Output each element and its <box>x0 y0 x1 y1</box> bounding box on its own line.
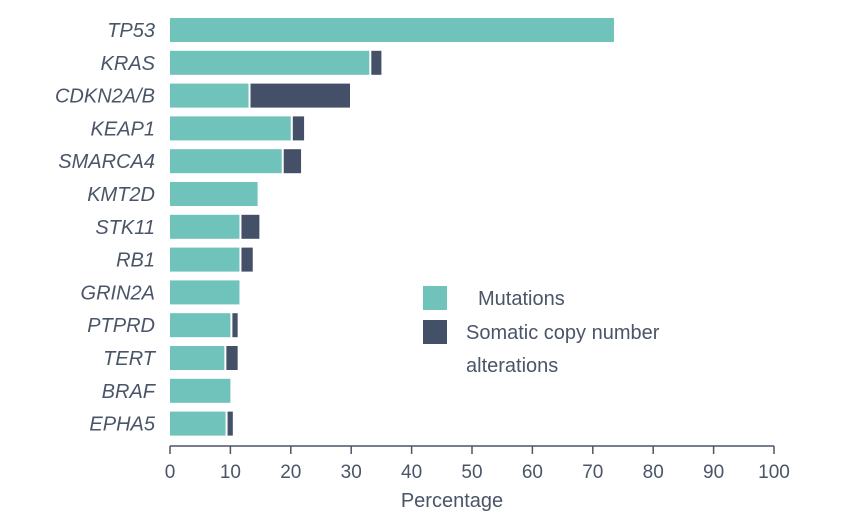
bar-cna-stk11 <box>241 214 260 239</box>
gene-label-keap1: KEAP1 <box>91 118 155 140</box>
bar-mutations-kmt2d <box>170 182 258 206</box>
legend-swatch-cna <box>423 320 447 344</box>
legend-swatch-mutations <box>423 286 447 310</box>
x-tick-label-90: 90 <box>703 462 724 483</box>
bar-mutations-kras <box>170 50 370 75</box>
bar-mutations-stk11 <box>170 214 240 239</box>
bar-cna-tert <box>226 346 238 370</box>
x-tick-label-20: 20 <box>280 462 301 483</box>
legend-label-mutations: Mutations <box>478 288 565 310</box>
x-axis: 0 10 20 30 40 50 60 70 80 90 100 <box>165 445 790 483</box>
gene-label-kmt2d: KMT2D <box>87 184 155 206</box>
legend-label-cna: Somatic copy number <box>466 322 660 344</box>
bar-cna-keap1 <box>292 116 305 141</box>
gene-label-braf: BRAF <box>102 381 157 403</box>
gene-label-tp53: TP53 <box>107 20 155 42</box>
x-tick-label-50: 50 <box>461 462 482 483</box>
legend: Mutations Somatic copy number alterations <box>423 286 660 377</box>
gene-label-rb1: RB1 <box>116 250 155 272</box>
bar-cna-smarca4 <box>283 149 302 174</box>
x-tick-label-100: 100 <box>758 462 790 483</box>
bar-mutations-ptprd <box>170 313 231 338</box>
bar-mutations-tp53 <box>170 18 614 42</box>
bar-mutations-tert <box>170 346 225 370</box>
x-tick-label-10: 10 <box>220 462 241 483</box>
bar-cna-kras <box>371 50 382 75</box>
bar-mutations-grin2a <box>170 280 240 305</box>
bar-cna-cdkn2a-b <box>250 83 350 108</box>
x-tick-label-70: 70 <box>582 462 603 483</box>
gene-label-ptprd: PTPRD <box>87 315 155 337</box>
bar-mutations-braf <box>170 378 231 403</box>
bar-cna-ptprd <box>232 313 238 338</box>
x-tick-label-40: 40 <box>401 462 422 483</box>
bar-mutations-cdkn2a-b <box>170 83 249 108</box>
bar-mutations-rb1 <box>170 247 240 272</box>
gene-label-tert: TERT <box>103 348 157 370</box>
gene-label-smarca4: SMARCA4 <box>58 151 155 173</box>
bars-group <box>170 18 614 436</box>
bar-mutations-epha5 <box>170 411 226 436</box>
gene-label-stk11: STK11 <box>95 217 155 239</box>
x-tick-label-60: 60 <box>522 462 543 483</box>
bar-mutations-smarca4 <box>170 149 282 174</box>
x-tick-label-80: 80 <box>643 462 664 483</box>
legend-label-cna-line2: alterations <box>466 355 558 377</box>
x-tick-label-30: 30 <box>341 462 362 483</box>
bar-mutations-keap1 <box>170 116 291 141</box>
gene-label-kras: KRAS <box>101 53 156 75</box>
gene-label-epha5: EPHA5 <box>89 414 155 436</box>
x-tick-label-0: 0 <box>165 462 176 483</box>
gene-label-cdkn2a-b: CDKN2A/B <box>55 86 155 108</box>
x-axis-title: Percentage <box>401 490 503 512</box>
gene-label-grin2a: GRIN2A <box>81 282 155 304</box>
bar-cna-epha5 <box>227 411 233 436</box>
gene-labels-group: TP53 KRAS CDKN2A/B KEAP1 SMARCA4 KMT2D STK11 RB… <box>55 20 157 436</box>
bar-cna-rb1 <box>241 247 253 272</box>
